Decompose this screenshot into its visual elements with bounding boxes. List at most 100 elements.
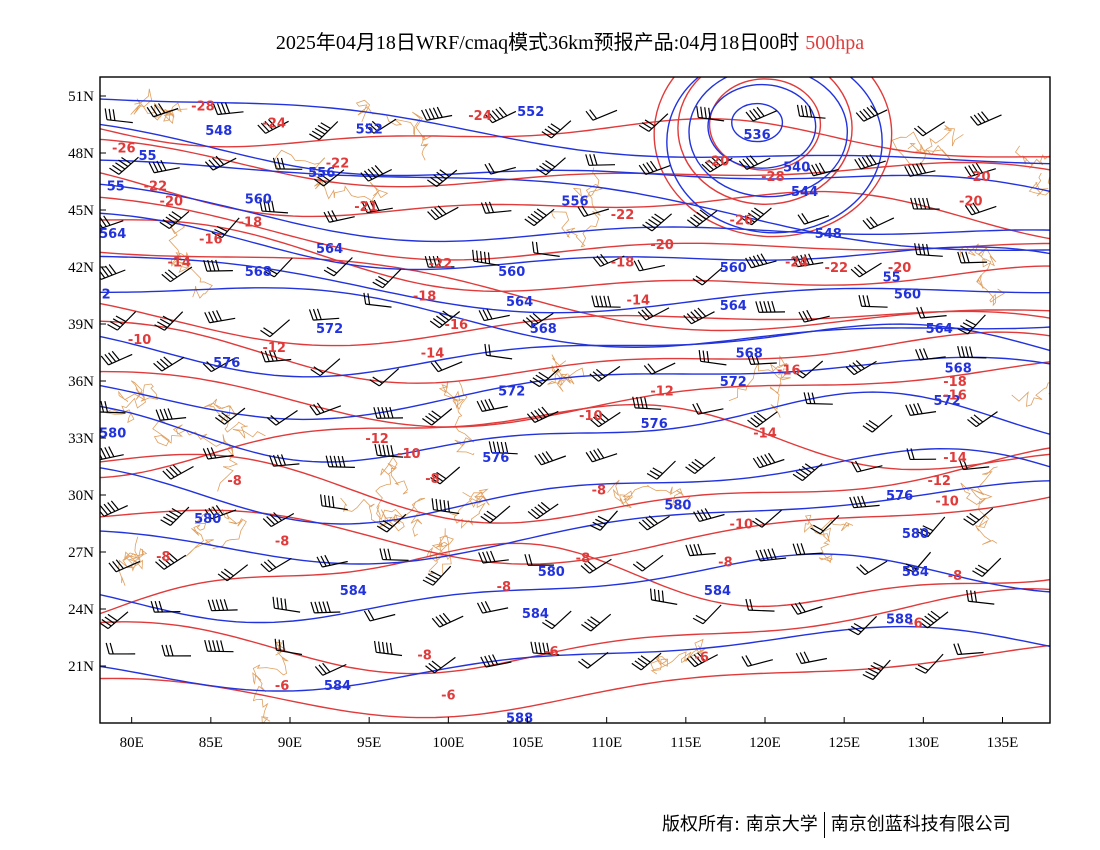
wind-barb: [531, 241, 560, 257]
wind-barb: [100, 446, 124, 461]
title-text: 2025年04月18日WRF/cmaq模式36km预报产品:04月18日00时: [275, 32, 800, 54]
border-line: [118, 536, 148, 586]
wind-barb: [746, 352, 777, 365]
wind-barb: [970, 111, 1002, 126]
wind-barb: [153, 356, 185, 372]
height-contour-label: 580: [664, 499, 691, 514]
wind-barb: [966, 589, 995, 605]
wind-barb: [524, 554, 555, 566]
height-isoline: [100, 255, 1050, 314]
wind-barb: [260, 319, 290, 338]
wind-barb: [374, 444, 404, 458]
wind-barb: [100, 400, 126, 414]
wind-barb: [685, 456, 716, 475]
wind-barb: [796, 104, 826, 119]
wind-barb: [646, 460, 676, 480]
wind-barb: [529, 368, 560, 388]
wind-barb: [903, 551, 932, 573]
height-contour-label: 588: [506, 711, 533, 726]
wind-barb: [260, 557, 292, 573]
height-contour-label: 564: [316, 242, 343, 257]
wind-barb: [211, 217, 240, 239]
wind-barb: [916, 306, 947, 319]
border-line: [340, 456, 408, 526]
wind-barb: [692, 267, 723, 286]
temperature-contour-label: -6: [275, 679, 289, 694]
wind-barb: [422, 565, 452, 586]
height-contour-label: 568: [530, 322, 557, 337]
height-contour-label: 560: [720, 261, 747, 276]
wind-barb: [360, 165, 392, 182]
wind-barb: [862, 414, 893, 433]
wind-barb: [107, 311, 137, 331]
wind-barb: [204, 310, 236, 324]
temperature-contour-label: -8: [156, 550, 170, 565]
wind-barb: [310, 601, 341, 614]
border-line: [185, 505, 247, 558]
temperature-contour-label: -8: [576, 552, 590, 567]
wind-barbs: [100, 102, 1002, 681]
temperature-contour-label: -10: [128, 333, 152, 348]
wind-barb: [369, 368, 400, 387]
height-isoline: [100, 159, 1050, 251]
wind-barb: [905, 402, 937, 416]
wind-barb: [431, 498, 460, 515]
wind-barb: [631, 652, 662, 671]
wind-barb: [752, 452, 785, 469]
wind-barb: [100, 215, 124, 230]
temperature-isotherm: [100, 361, 1050, 428]
wind-barb: [526, 406, 559, 423]
wind-barb: [685, 543, 716, 557]
wind-barb: [202, 358, 235, 373]
height-contour-label: 584: [902, 565, 929, 580]
temperature-closed-contour: [677, 77, 853, 205]
temperature-contour-label: -8: [227, 474, 241, 489]
height-contour-label: 536: [744, 128, 771, 143]
height-isoline: [100, 323, 1050, 378]
temperature-isotherm: [100, 587, 1050, 675]
lon-tick-label: 115E: [670, 735, 701, 751]
wind-barb: [217, 564, 249, 582]
temperature-contour-label: -12: [650, 385, 674, 400]
height-contour-label: 584: [340, 584, 367, 599]
wind-barb: [585, 448, 618, 463]
longitude-axis: 80E 85E 90E 95E 100E 105E 110E 115E 120E 125E 130E…: [120, 717, 1018, 751]
wind-barb: [154, 311, 184, 331]
temperature-isotherm: [100, 118, 1050, 158]
wind-barb: [906, 448, 937, 461]
height-contour-label: 572: [316, 322, 343, 337]
temperature-contour-label: -8: [497, 580, 511, 595]
wind-barb: [325, 455, 355, 468]
wind-barb: [638, 515, 670, 531]
lat-tick-label: 42N: [68, 260, 94, 276]
wind-barb: [373, 406, 404, 419]
lon-tick-label: 125E: [828, 735, 860, 751]
temperature-contour-label: -18: [239, 215, 263, 230]
wind-barb: [643, 362, 676, 375]
footer: 版权所有: 南京大学 南京创蓝科技有限公司: [662, 810, 1011, 838]
lon-tick-label: 80E: [120, 735, 144, 751]
wind-barb: [430, 466, 461, 485]
wind-barb: [361, 199, 393, 214]
wind-barb: [204, 505, 237, 520]
temperature-contour-label: -22: [825, 261, 849, 276]
wind-barb: [790, 601, 823, 615]
temperature-contour-label: -14: [753, 426, 777, 441]
temperature-isotherm: [100, 196, 1050, 261]
height-contour-label: 55: [138, 149, 156, 164]
temperature-closed-contour: [653, 77, 893, 238]
temperature-contour-label: -12: [365, 432, 389, 447]
temperature-isotherm: [100, 447, 1050, 524]
temperature-contour-label: -22: [429, 257, 453, 272]
temperature-isotherm: [100, 302, 1050, 347]
wind-barb: [792, 463, 823, 482]
height-contour-label: 564: [506, 295, 533, 310]
lat-tick-label: 27N: [68, 545, 94, 561]
wind-barb: [100, 611, 129, 630]
wind-barb: [478, 308, 510, 322]
lon-tick-label: 110E: [591, 735, 622, 751]
wind-barb: [592, 253, 625, 267]
wind-barb: [202, 447, 234, 460]
wind-barb: [215, 407, 246, 425]
wind-barb: [161, 644, 192, 657]
